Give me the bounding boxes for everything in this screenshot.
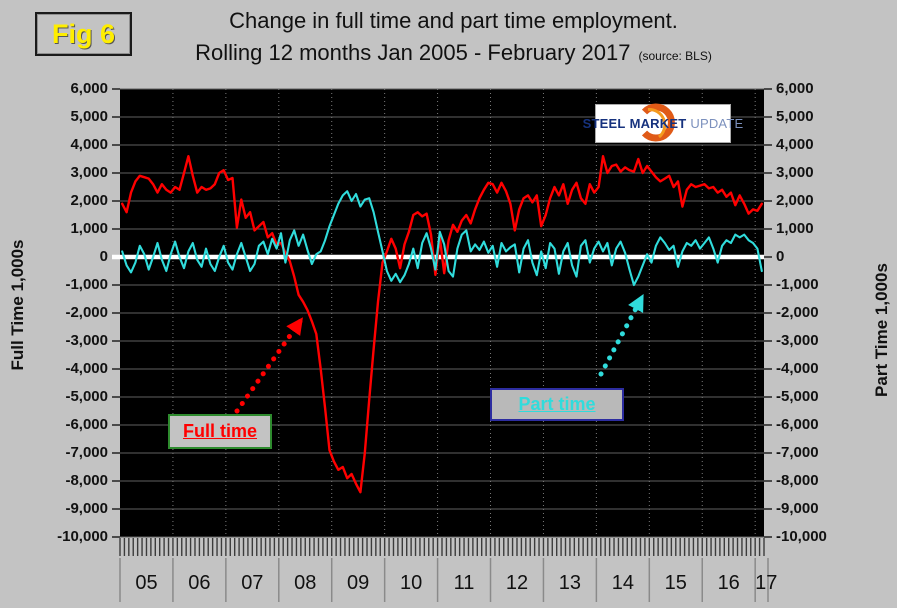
y-tick-label-right: -4,000 bbox=[776, 360, 819, 377]
year-label: 08 bbox=[294, 572, 317, 594]
year-label: 17 bbox=[755, 572, 778, 594]
year-label: 05 bbox=[135, 572, 158, 594]
y-tick-label-left: 2,000 bbox=[70, 192, 108, 209]
y-tick-label-right: -7,000 bbox=[776, 444, 819, 461]
left-axis-title: Full Time 1,000s bbox=[8, 239, 27, 371]
y-tick-label-right: 2,000 bbox=[776, 192, 814, 209]
y-tick-label-left: 0 bbox=[99, 248, 108, 265]
y-tick-label-right: -10,000 bbox=[776, 528, 827, 545]
y-tick-label-left: -8,000 bbox=[65, 472, 108, 489]
y-tick-label-left: -6,000 bbox=[65, 416, 108, 433]
chart-source-note: (source: BLS) bbox=[638, 49, 712, 63]
y-tick-label-left: -5,000 bbox=[65, 388, 108, 405]
chart-title-line1: Change in full time and part time employ… bbox=[229, 8, 678, 33]
y-tick-label-right: -9,000 bbox=[776, 500, 819, 517]
chart-title-block: Change in full time and part time employ… bbox=[120, 8, 787, 66]
series-line-part-time bbox=[121, 190, 763, 287]
year-label: 06 bbox=[188, 572, 211, 594]
logo-wordmark: STEEL MARKET UPDATE bbox=[583, 105, 743, 142]
y-tick-label-right: -3,000 bbox=[776, 332, 819, 349]
y-tick-label-left: -3,000 bbox=[65, 332, 108, 349]
part-time-legend-box: Part time bbox=[490, 388, 624, 421]
full-time-legend-box: Full time bbox=[168, 414, 272, 449]
y-tick-label-right: 6,000 bbox=[776, 80, 814, 97]
y-tick-label-right: 4,000 bbox=[776, 136, 814, 153]
y-tick-label-left: -1,000 bbox=[65, 276, 108, 293]
y-tick-label-right: -2,000 bbox=[776, 304, 819, 321]
y-tick-label-left: -9,000 bbox=[65, 500, 108, 517]
part-time-legend-label: Part time bbox=[518, 394, 596, 414]
full-time-legend-label: Full time bbox=[182, 421, 257, 441]
y-tick-label-left: 6,000 bbox=[70, 80, 108, 97]
part-time-arrow bbox=[598, 293, 645, 377]
y-tick-label-right: -8,000 bbox=[776, 472, 819, 489]
y-tick-label-left: 1,000 bbox=[70, 220, 108, 237]
chart-title-line2: Rolling 12 months Jan 2005 - February 20… bbox=[120, 40, 787, 66]
logo-word-update: UPDATE bbox=[690, 116, 744, 131]
y-tick-label-right: 3,000 bbox=[776, 164, 814, 181]
y-tick-label-right: 0 bbox=[776, 248, 785, 265]
series-line-full-time bbox=[120, 154, 763, 494]
y-tick-label-left: -7,000 bbox=[65, 444, 108, 461]
y-tick-label-left: -2,000 bbox=[65, 304, 108, 321]
year-label: 13 bbox=[558, 572, 582, 594]
year-label: 14 bbox=[611, 572, 634, 594]
year-label: 16 bbox=[717, 572, 740, 594]
y-tick-label-left: 4,000 bbox=[70, 136, 108, 153]
year-label: 15 bbox=[664, 572, 687, 594]
y-tick-label-left: -4,000 bbox=[65, 360, 108, 377]
y-tick-label-left: 3,000 bbox=[70, 164, 108, 181]
figure-number-label: Fig 6 bbox=[51, 18, 115, 49]
y-tick-label-right: -5,000 bbox=[776, 388, 819, 405]
year-label: 11 bbox=[453, 572, 475, 594]
chart-title-line2-text: Rolling 12 months Jan 2005 - February 20… bbox=[195, 40, 631, 65]
figure-number-box: Fig 6 bbox=[35, 12, 132, 56]
y-tick-label-right: 5,000 bbox=[776, 108, 814, 125]
year-label: 10 bbox=[399, 572, 423, 594]
y-tick-label-right: -6,000 bbox=[776, 416, 819, 433]
y-tick-label-left: 5,000 bbox=[70, 108, 108, 125]
y-tick-label-left: -10,000 bbox=[57, 528, 108, 545]
full-time-arrow bbox=[234, 317, 304, 414]
logo-swoosh-icon bbox=[641, 103, 675, 142]
y-tick-label-right: -1,000 bbox=[776, 276, 819, 293]
steel-market-update-logo: STEEL MARKET UPDATE bbox=[583, 103, 743, 143]
year-label: 12 bbox=[505, 572, 529, 594]
year-label: 09 bbox=[347, 572, 370, 594]
logo-word-market: MARKET bbox=[629, 116, 687, 131]
logo-word-steel: STEEL bbox=[582, 116, 626, 131]
y-tick-label-right: 1,000 bbox=[776, 220, 814, 237]
year-label: 07 bbox=[241, 572, 264, 594]
right-axis-title: Part Time 1,000s bbox=[872, 263, 891, 397]
